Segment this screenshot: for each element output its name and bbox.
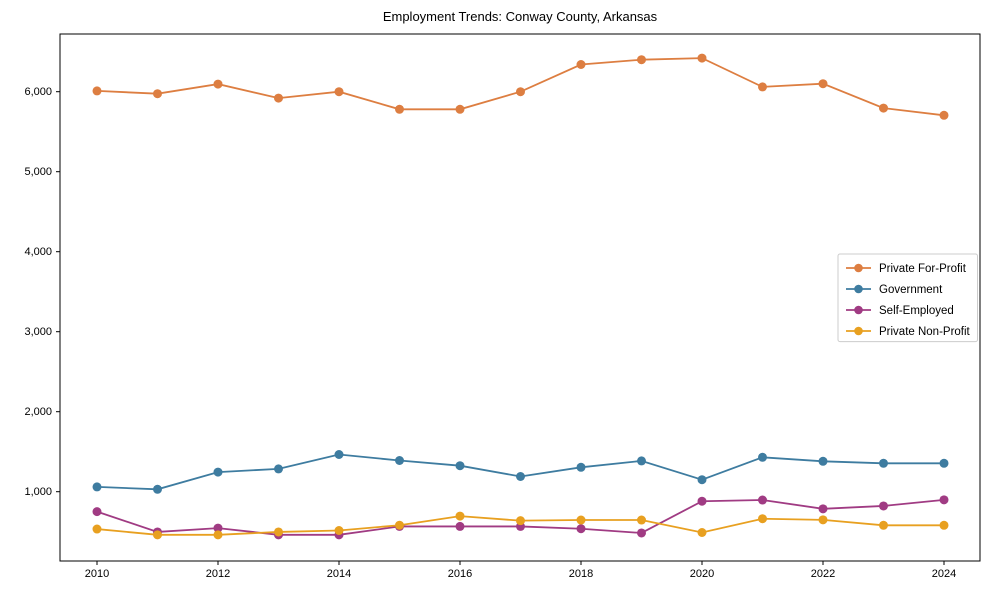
svg-text:4,000: 4,000	[24, 246, 52, 258]
svg-text:2014: 2014	[327, 568, 351, 580]
svg-text:Private Non-Profit: Private Non-Profit	[879, 326, 971, 338]
svg-text:2022: 2022	[811, 568, 835, 580]
svg-text:2016: 2016	[448, 568, 472, 580]
svg-text:6,000: 6,000	[24, 86, 52, 98]
svg-text:Self-Employed: Self-Employed	[879, 305, 954, 317]
svg-text:1,000: 1,000	[24, 486, 52, 498]
svg-text:2010: 2010	[85, 568, 109, 580]
svg-text:2020: 2020	[690, 568, 714, 580]
svg-text:Government: Government	[879, 284, 943, 296]
svg-text:5,000: 5,000	[24, 166, 52, 178]
svg-text:Private For-Profit: Private For-Profit	[879, 263, 967, 275]
svg-text:3,000: 3,000	[24, 326, 52, 338]
svg-text:2018: 2018	[569, 568, 593, 580]
svg-text:2024: 2024	[932, 568, 956, 580]
svg-text:2,000: 2,000	[24, 406, 52, 418]
svg-text:2012: 2012	[206, 568, 230, 580]
